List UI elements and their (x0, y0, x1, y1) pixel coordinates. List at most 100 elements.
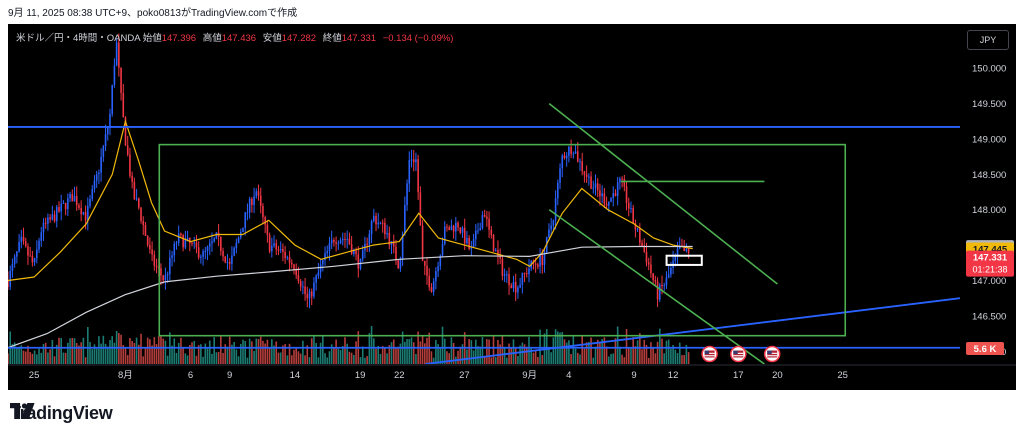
volume-bar (621, 354, 623, 364)
volume-bar (523, 344, 526, 364)
candle-body (386, 232, 388, 235)
candle-body (554, 198, 557, 221)
candle-body (510, 285, 513, 289)
candle-body (304, 286, 306, 295)
candle-body (572, 153, 575, 155)
volume-bar (191, 342, 193, 364)
price-chart[interactable]: 150.000149.500149.000148.500148.000147.5… (8, 24, 1016, 390)
volume-bar (259, 336, 262, 364)
candle-body (60, 203, 63, 212)
volume-bar (224, 344, 227, 364)
volume-bar (40, 352, 43, 364)
volume-bar (33, 350, 36, 364)
volume-bar (106, 346, 109, 364)
candle-body (559, 168, 561, 183)
us-flag-event-icon[interactable] (763, 345, 781, 363)
volume-bar (182, 347, 184, 364)
candle-body (335, 242, 337, 244)
candle-body (69, 194, 71, 199)
volume-bar (264, 343, 266, 364)
candle-body (528, 268, 530, 275)
candle-body (286, 257, 289, 259)
candle-body (24, 241, 27, 247)
volume-bar (364, 357, 366, 364)
volume-bar (652, 348, 654, 364)
candle-body (129, 154, 131, 176)
volume-bar (530, 346, 533, 364)
volume-bar (497, 339, 499, 364)
volume-bar (612, 353, 615, 364)
candle-body (388, 232, 391, 245)
time-tick-label: 20 (772, 370, 783, 381)
chart-frame[interactable]: 150.000149.500149.000148.500148.000147.5… (8, 24, 1016, 390)
candle-body (160, 268, 162, 276)
volume-bar (58, 337, 60, 364)
volume-bar (381, 346, 384, 364)
volume-bar (13, 342, 16, 364)
candle-body (357, 254, 360, 269)
us-flag-event-icon[interactable] (730, 345, 747, 363)
volume-bar (120, 334, 122, 364)
volume-bar (144, 347, 147, 364)
candle-body (514, 281, 517, 293)
candle-body (614, 193, 617, 196)
volume-bar (211, 353, 213, 364)
volume-bar (384, 347, 386, 364)
candle-body (570, 146, 572, 154)
candle-body (512, 281, 515, 289)
volume-bar (406, 339, 408, 364)
change-value: −0.134 (−0.09%) (382, 33, 454, 44)
candle-body (226, 261, 229, 263)
volume-bar (658, 328, 661, 364)
candle-body (339, 240, 342, 244)
candle-body (561, 155, 564, 169)
candle-body (324, 253, 326, 261)
candle-body (299, 280, 302, 287)
candle-body (197, 247, 200, 258)
green-line-1 (548, 102, 778, 285)
price-label-text: 147.331 (973, 253, 1008, 264)
candle-body (182, 235, 184, 248)
candle-body (67, 198, 69, 210)
candle-body (193, 242, 196, 244)
candle-body (523, 272, 526, 274)
time-tick-label: 8月 (118, 370, 133, 381)
volume-bar (590, 337, 592, 364)
candle-body (93, 180, 96, 190)
candle-body (106, 127, 109, 135)
volume-bar (228, 336, 231, 364)
volume-bar (53, 356, 56, 364)
us-flag-event-icon[interactable] (701, 345, 718, 363)
volume-bar (133, 342, 136, 364)
volume-bar (348, 351, 351, 364)
volume-bar (104, 343, 107, 364)
candle-body (277, 249, 280, 251)
volume-bar (306, 345, 309, 364)
candle-body (293, 264, 295, 270)
open-label: 始値 (142, 33, 162, 44)
candle-body (206, 246, 209, 251)
candle-body (599, 190, 601, 197)
volume-bar (519, 345, 521, 364)
volume-bar (135, 337, 138, 364)
time-tick-label: 19 (355, 370, 366, 381)
candle-body (670, 267, 672, 275)
volume-bar (235, 349, 238, 364)
volume-bar (395, 347, 397, 364)
candle-body (625, 186, 628, 204)
green-line-2 (548, 209, 765, 364)
volume-bar (514, 348, 517, 364)
candle-body (180, 233, 182, 236)
volume-bar (619, 346, 621, 364)
volume-bar (279, 352, 282, 364)
volume-bar (479, 346, 482, 364)
volume-bar (341, 346, 344, 364)
current-price-box (665, 254, 703, 266)
volume-bar (583, 348, 586, 364)
volume-bar (266, 339, 269, 364)
currency-button[interactable]: JPY (967, 30, 1009, 50)
symbol-label[interactable]: 米ドル／円・4時間・OANDA (16, 33, 141, 44)
blue-line-2 (425, 297, 960, 364)
volume-bar (443, 338, 446, 364)
candle-body (140, 207, 142, 221)
